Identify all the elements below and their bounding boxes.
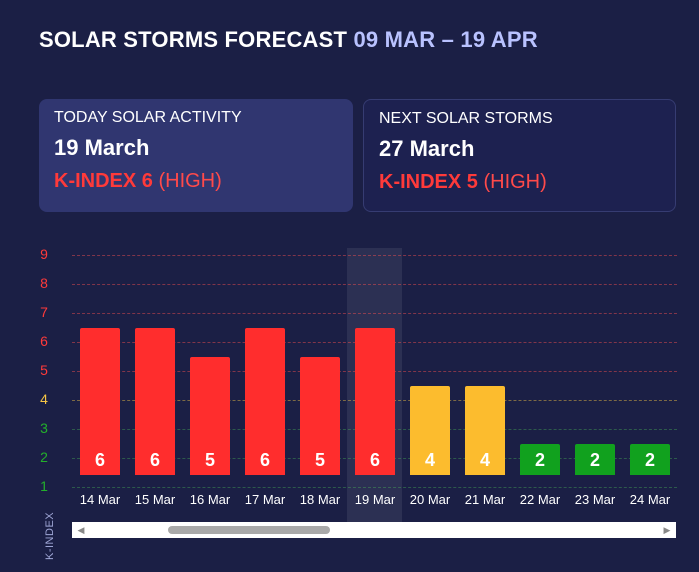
bar-value-label: 6 <box>94 450 105 470</box>
bar-17-mar[interactable]: 6 <box>245 328 285 475</box>
y-tick-label: 1 <box>40 478 48 494</box>
scroll-left-icon[interactable]: ◀ <box>77 524 85 535</box>
grid-line <box>72 487 677 488</box>
next-kindex-level: (HIGH) <box>483 171 547 193</box>
x-tick-label: 24 Mar <box>629 492 671 507</box>
bar-15-mar[interactable]: 6 <box>135 328 175 475</box>
y-tick-label: 7 <box>40 304 48 320</box>
bar-value-label: 5 <box>314 450 325 470</box>
x-tick-label: 18 Mar <box>299 492 341 507</box>
today-kindex: K-INDEX 6 (HIGH) <box>54 170 338 193</box>
next-card-date: 27 March <box>379 136 475 161</box>
today-card-label: TODAY SOLAR ACTIVITY <box>54 109 242 126</box>
bar-value-label: 6 <box>259 450 270 470</box>
y-axis-title: K-INDEX <box>44 511 56 560</box>
page-title: SOLAR STORMS FORECAST 09 MAR – 19 APR <box>39 27 538 53</box>
x-tick-label: 21 Mar <box>464 492 506 507</box>
title-text: SOLAR STORMS FORECAST <box>39 27 348 52</box>
scrollbar-thumb[interactable] <box>168 526 330 534</box>
bar-16-mar[interactable]: 5 <box>190 357 230 475</box>
x-tick-label: 16 Mar <box>189 492 231 507</box>
bar-value-label: 2 <box>534 450 545 470</box>
chart-scrollbar[interactable]: ◀ ▶ <box>72 522 676 538</box>
grid-line <box>72 313 677 314</box>
next-storms-card: NEXT SOLAR STORMS 27 March K-INDEX 5 (HI… <box>363 99 676 212</box>
bar-21-mar[interactable]: 4 <box>465 386 505 475</box>
y-tick-label: 2 <box>40 449 48 465</box>
bar-value-label: 6 <box>369 450 380 470</box>
next-card-label: NEXT SOLAR STORMS <box>379 110 553 127</box>
bar-18-mar[interactable]: 5 <box>300 357 340 475</box>
today-kindex-level: (HIGH) <box>158 170 222 192</box>
today-kindex-value: K-INDEX 6 <box>54 170 153 192</box>
y-tick-label: 9 <box>40 246 48 262</box>
y-tick-label: 5 <box>40 362 48 378</box>
bar-22-mar[interactable]: 2 <box>520 444 560 475</box>
x-tick-label: 20 Mar <box>409 492 451 507</box>
x-tick-label: 17 Mar <box>244 492 286 507</box>
next-kindex: K-INDEX 5 (HIGH) <box>379 171 660 194</box>
bar-14-mar[interactable]: 6 <box>80 328 120 475</box>
scroll-right-icon[interactable]: ▶ <box>663 524 671 535</box>
bar-value-label: 5 <box>204 450 215 470</box>
x-tick-label: 14 Mar <box>79 492 121 507</box>
bar-23-mar[interactable]: 2 <box>575 444 615 475</box>
bar-value-label: 2 <box>644 450 655 470</box>
bar-24-mar[interactable]: 2 <box>630 444 670 475</box>
y-tick-label: 4 <box>40 391 48 407</box>
x-tick-label: 19 Mar <box>354 492 396 507</box>
y-tick-label: 8 <box>40 275 48 291</box>
today-card-date: 19 March <box>54 135 150 160</box>
date-range: 09 MAR – 19 APR <box>353 27 538 52</box>
y-tick-label: 6 <box>40 333 48 349</box>
bar-19-mar[interactable]: 6 <box>355 328 395 475</box>
grid-line <box>72 255 677 256</box>
bar-20-mar[interactable]: 4 <box>410 386 450 475</box>
grid-line <box>72 284 677 285</box>
next-kindex-value: K-INDEX 5 <box>379 171 478 193</box>
bar-value-label: 6 <box>149 450 160 470</box>
x-tick-label: 23 Mar <box>574 492 616 507</box>
kindex-bar-chart: 1 2 3 4 5 6 7 8 9 6 14 Mar 6 15 Mar 5 16 Mar 6 17 Mar 5 18… <box>0 240 699 540</box>
x-tick-label: 22 Mar <box>519 492 561 507</box>
x-tick-label: 15 Mar <box>134 492 176 507</box>
bar-value-label: 4 <box>424 450 435 470</box>
bar-value-label: 2 <box>589 450 600 470</box>
bar-value-label: 4 <box>479 450 490 470</box>
today-activity-card: TODAY SOLAR ACTIVITY 19 March K-INDEX 6 … <box>39 99 353 212</box>
y-tick-label: 3 <box>40 420 48 436</box>
